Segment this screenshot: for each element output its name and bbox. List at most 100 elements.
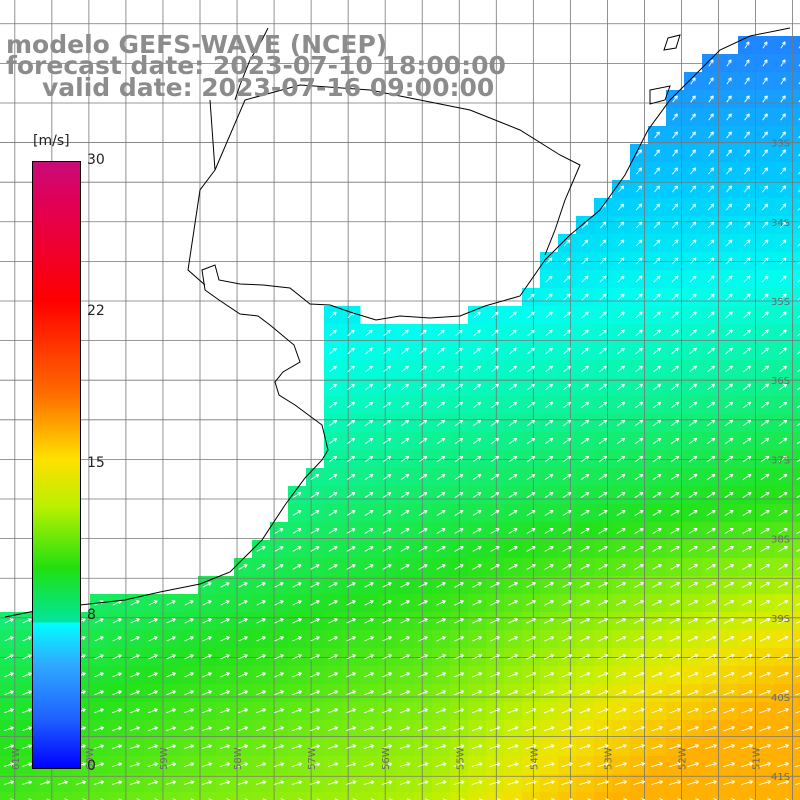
wind-arrow (401, 401, 410, 409)
wind-arrow (796, 495, 800, 498)
wind-arrow (165, 762, 177, 767)
wind-arrow (183, 780, 195, 785)
wind-arrow (418, 672, 429, 678)
wind-arrow (652, 437, 662, 445)
wind-arrow (759, 689, 771, 696)
wind-speed-cell (630, 792, 649, 800)
wind-arrow (202, 726, 213, 732)
wind-arrow (597, 654, 609, 660)
wind-arrow (238, 582, 248, 588)
wind-arrow (777, 599, 789, 606)
wind-arrow (777, 671, 789, 678)
wind-arrow (148, 636, 158, 642)
wind-speed-cell (792, 414, 800, 433)
wind-arrow (147, 762, 159, 767)
wind-arrow (94, 726, 105, 732)
longitude-label: 61W (11, 747, 22, 770)
wind-speed-cell (792, 486, 800, 505)
wind-arrow (761, 221, 769, 229)
wind-arrow (310, 546, 320, 552)
wind-arrow (762, 77, 768, 85)
wind-arrow (726, 59, 732, 67)
wind-arrow (672, 113, 678, 121)
wind-arrow (617, 203, 625, 211)
wind-arrow (779, 329, 787, 337)
wind-arrow (544, 419, 554, 427)
wind-arrow (617, 401, 626, 409)
wind-arrow (364, 564, 374, 570)
wind-arrow (399, 744, 411, 750)
wind-arrow (400, 600, 410, 606)
wind-arrow (725, 329, 733, 337)
wind-arrow (653, 221, 661, 229)
wind-arrow (633, 636, 645, 642)
wind-arrow (796, 531, 800, 534)
wind-arrow (545, 383, 554, 391)
wind-arrow (597, 636, 609, 642)
wind-arrow (634, 510, 644, 516)
wind-arrow (436, 600, 446, 606)
wind-arrow (689, 239, 697, 247)
wind-arrow (238, 564, 248, 570)
wind-arrow (634, 491, 644, 498)
wind-arrow (435, 726, 447, 732)
wind-arrow (561, 762, 573, 768)
wind-arrow (274, 528, 284, 534)
wind-arrow (454, 510, 464, 516)
wind-arrow (797, 369, 800, 373)
wind-arrow (418, 437, 428, 445)
wind-arrow (148, 708, 159, 714)
wind-arrow (762, 41, 768, 49)
wind-arrow (671, 311, 679, 319)
wind-arrow (651, 636, 663, 642)
wind-arrow (635, 365, 643, 373)
wind-arrow (184, 600, 194, 606)
wind-arrow (400, 618, 410, 624)
wind-arrow (598, 437, 608, 445)
wind-arrow (262, 798, 267, 800)
wind-speed-cell (612, 792, 631, 800)
wind-arrow (635, 311, 643, 319)
wind-arrow (309, 762, 321, 767)
wind-arrow (256, 708, 267, 714)
wind-speed-cell (108, 792, 127, 800)
wind-arrow (653, 383, 662, 391)
wind-arrow (184, 708, 195, 714)
wind-arrow (496, 798, 501, 800)
wind-arrow (508, 600, 518, 606)
wind-arrow (454, 654, 465, 660)
wind-arrow (255, 744, 267, 750)
wind-arrow (616, 455, 626, 463)
wind-arrow (453, 744, 465, 750)
wind-arrow (706, 564, 716, 570)
wind-arrow (4, 762, 15, 767)
wind-arrow (490, 437, 500, 445)
wind-arrow (364, 510, 374, 516)
wind-arrow (780, 149, 786, 157)
wind-arrow (453, 708, 465, 714)
wind-arrow (797, 225, 800, 229)
wind-arrow (543, 744, 555, 750)
wind-arrow (184, 726, 195, 732)
wind-arrow (580, 510, 590, 516)
wind-arrow (779, 365, 788, 373)
wind-arrow (634, 564, 644, 570)
wind-speed-cell (792, 630, 800, 649)
wind-arrow (707, 365, 716, 373)
wind-arrow (653, 257, 661, 265)
wind-arrow (508, 564, 518, 570)
wind-speed-cell (54, 792, 73, 800)
wind-arrow (364, 582, 374, 588)
wind-arrow (760, 564, 770, 570)
wind-arrow (759, 635, 771, 642)
wind-arrow (563, 275, 571, 283)
wind-arrow (256, 672, 266, 678)
wind-arrow (219, 744, 231, 750)
wind-arrow (688, 419, 698, 427)
wind-speed-cell (792, 738, 800, 757)
wind-arrow (472, 455, 482, 462)
wind-arrow (741, 653, 753, 660)
wind-arrow (598, 510, 608, 516)
wind-arrow (400, 654, 411, 660)
wind-arrow (615, 672, 627, 678)
